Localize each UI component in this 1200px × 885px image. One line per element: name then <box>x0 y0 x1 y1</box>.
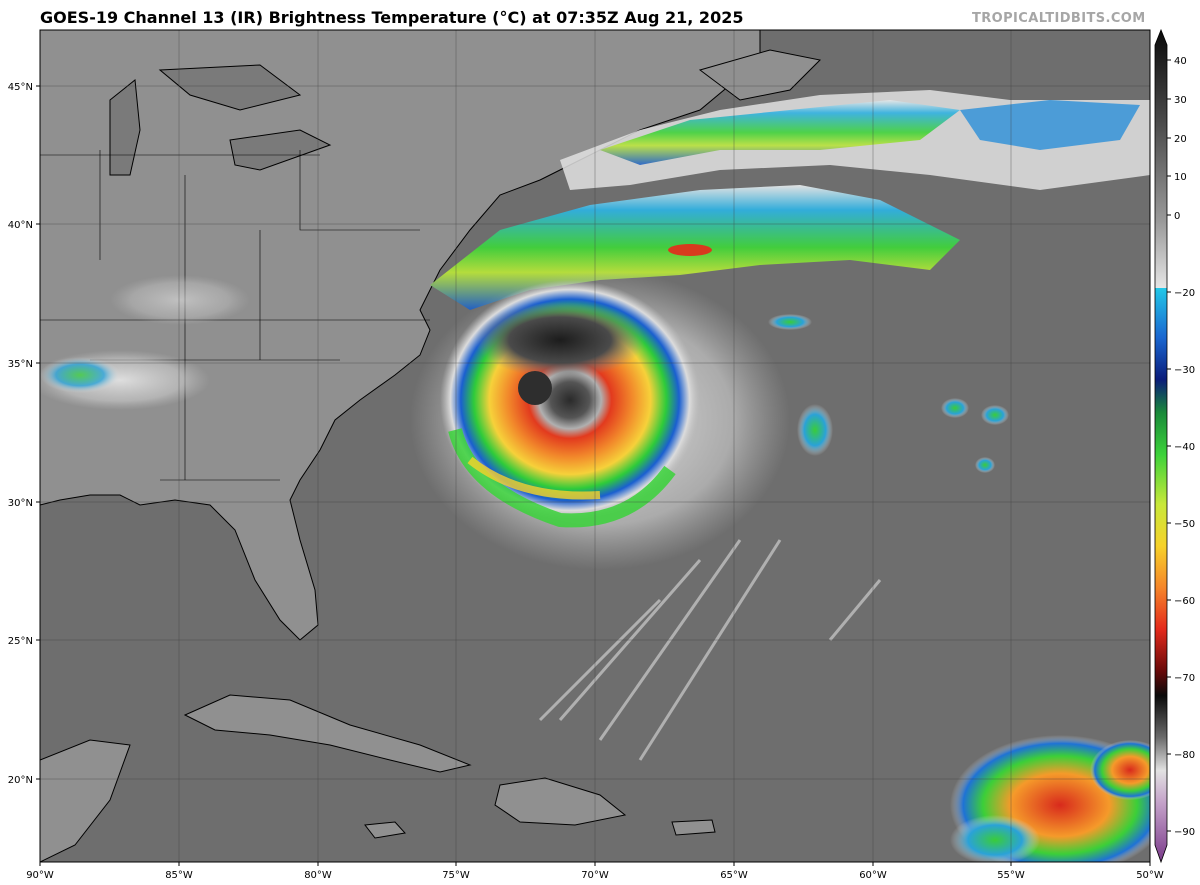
lat-tick-label: 30°N <box>8 498 33 509</box>
colorbar-tick-label: 0 <box>1174 211 1180 222</box>
lon-tick-label: 75°W <box>442 870 470 881</box>
map-title: GOES-19 Channel 13 (IR) Brightness Tempe… <box>40 8 744 27</box>
convective-cell <box>981 405 1009 425</box>
colorbar-tick-label: 30 <box>1174 95 1187 106</box>
lon-tick-label: 60°W <box>859 870 887 881</box>
colorbar-tick-label: −90 <box>1174 827 1195 838</box>
lat-tick-label: 20°N <box>8 775 33 786</box>
source-credit: TROPICALTIDBITS.COM <box>972 11 1146 26</box>
colorbar-tick-label: −70 <box>1174 673 1195 684</box>
colorbar-tick-label: −40 <box>1174 442 1195 453</box>
yucatan-land <box>40 739 131 862</box>
lat-tick-label: 25°N <box>8 636 33 647</box>
lon-tick-label: 50°W <box>1136 870 1164 881</box>
colorbar-tick-label: 20 <box>1174 134 1187 145</box>
lat-tick-label: 45°N <box>8 82 33 93</box>
convective-cell <box>975 457 995 473</box>
frontal-band-east <box>960 100 1140 150</box>
colorbar-tick-label: −20 <box>1174 288 1195 299</box>
tropical-convection <box>1090 740 1150 800</box>
convective-cell <box>941 398 969 418</box>
lon-tick-label: 65°W <box>720 870 748 881</box>
cuba-land <box>183 694 472 773</box>
spiral-band-inner <box>467 456 601 500</box>
colorbar-tick-label: −50 <box>1174 519 1195 530</box>
hurricane-eye <box>518 371 552 405</box>
land-cloud <box>110 275 250 325</box>
convective-cell <box>40 357 120 393</box>
lon-tick-label: 80°W <box>304 870 332 881</box>
convective-cell <box>768 314 812 330</box>
lon-tick-label: 55°W <box>997 870 1025 881</box>
colorbar-tick-label: 10 <box>1174 172 1187 183</box>
lat-axis: 45°N 40°N 35°N 30°N 25°N 20°N <box>8 82 40 786</box>
lat-tick-label: 35°N <box>8 359 33 370</box>
lon-axis: 90°W 85°W 80°W 75°W 70°W 65°W 60°W 55°W … <box>26 862 1164 881</box>
lon-tick-label: 70°W <box>581 870 609 881</box>
frontal-band-green <box>600 100 960 165</box>
cold-cloud-top <box>475 302 645 378</box>
colorbar: 40 30 20 10 0 −20 −30 −40 −50 −60 −70 −8… <box>1154 28 1195 864</box>
jamaica-land <box>364 821 406 839</box>
colorbar-tick-label: −80 <box>1174 750 1195 761</box>
north-america-land <box>40 30 761 641</box>
colorbar-tick-label: −60 <box>1174 596 1195 607</box>
lat-tick-label: 40°N <box>8 220 33 231</box>
nova-scotia-land <box>698 49 822 101</box>
state-borders <box>40 150 430 481</box>
colorbar-tick-label: −30 <box>1174 365 1195 376</box>
convective-cell <box>797 404 833 456</box>
tropical-convection <box>950 815 1040 862</box>
lon-tick-label: 90°W <box>26 870 54 881</box>
colorbar-tick-label: 40 <box>1174 56 1187 67</box>
hispaniola-land <box>494 777 627 826</box>
outflow-red-spot <box>668 244 712 256</box>
lon-tick-label: 85°W <box>165 870 193 881</box>
graticule <box>40 30 1150 862</box>
puerto-rico-land <box>671 819 716 836</box>
colorbar-scale <box>1154 28 1168 864</box>
great-lakes <box>109 64 332 176</box>
